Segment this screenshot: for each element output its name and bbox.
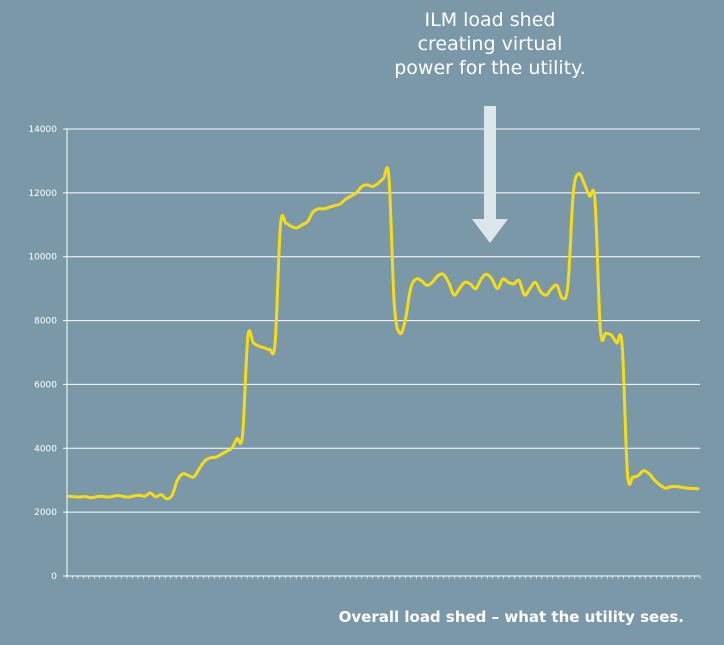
arrow-head [472,219,508,243]
grid-lines [67,128,700,513]
annotation-line-1: ILM load shed [424,9,556,31]
y-tick-label: 14000 [28,125,57,135]
load-series-line [67,166,700,501]
annotation-text: ILM load shed creating virtual power for… [360,8,620,80]
y-tick-label: 4000 [34,444,57,454]
y-tick-labels: 0 2000 4000 6000 8000 10000 12000 14000 [28,125,57,582]
y-tick-label: 10000 [28,253,57,263]
caption: Overall load shed – what the utility see… [338,608,684,626]
axes [63,128,700,577]
y-tick-label: 8000 [34,317,57,327]
down-arrow-icon [472,106,508,243]
annotation-line-3: power for the utility. [394,57,586,79]
y-tick-label: 12000 [28,189,57,199]
y-tick-label: 0 [51,572,57,582]
series-layer [67,166,700,501]
annotation-line-2: creating virtual [417,33,563,55]
y-tick-label: 2000 [34,508,57,518]
x-tick-marks [66,576,701,579]
arrow-shaft [484,106,496,220]
y-tick-label: 6000 [34,380,57,390]
